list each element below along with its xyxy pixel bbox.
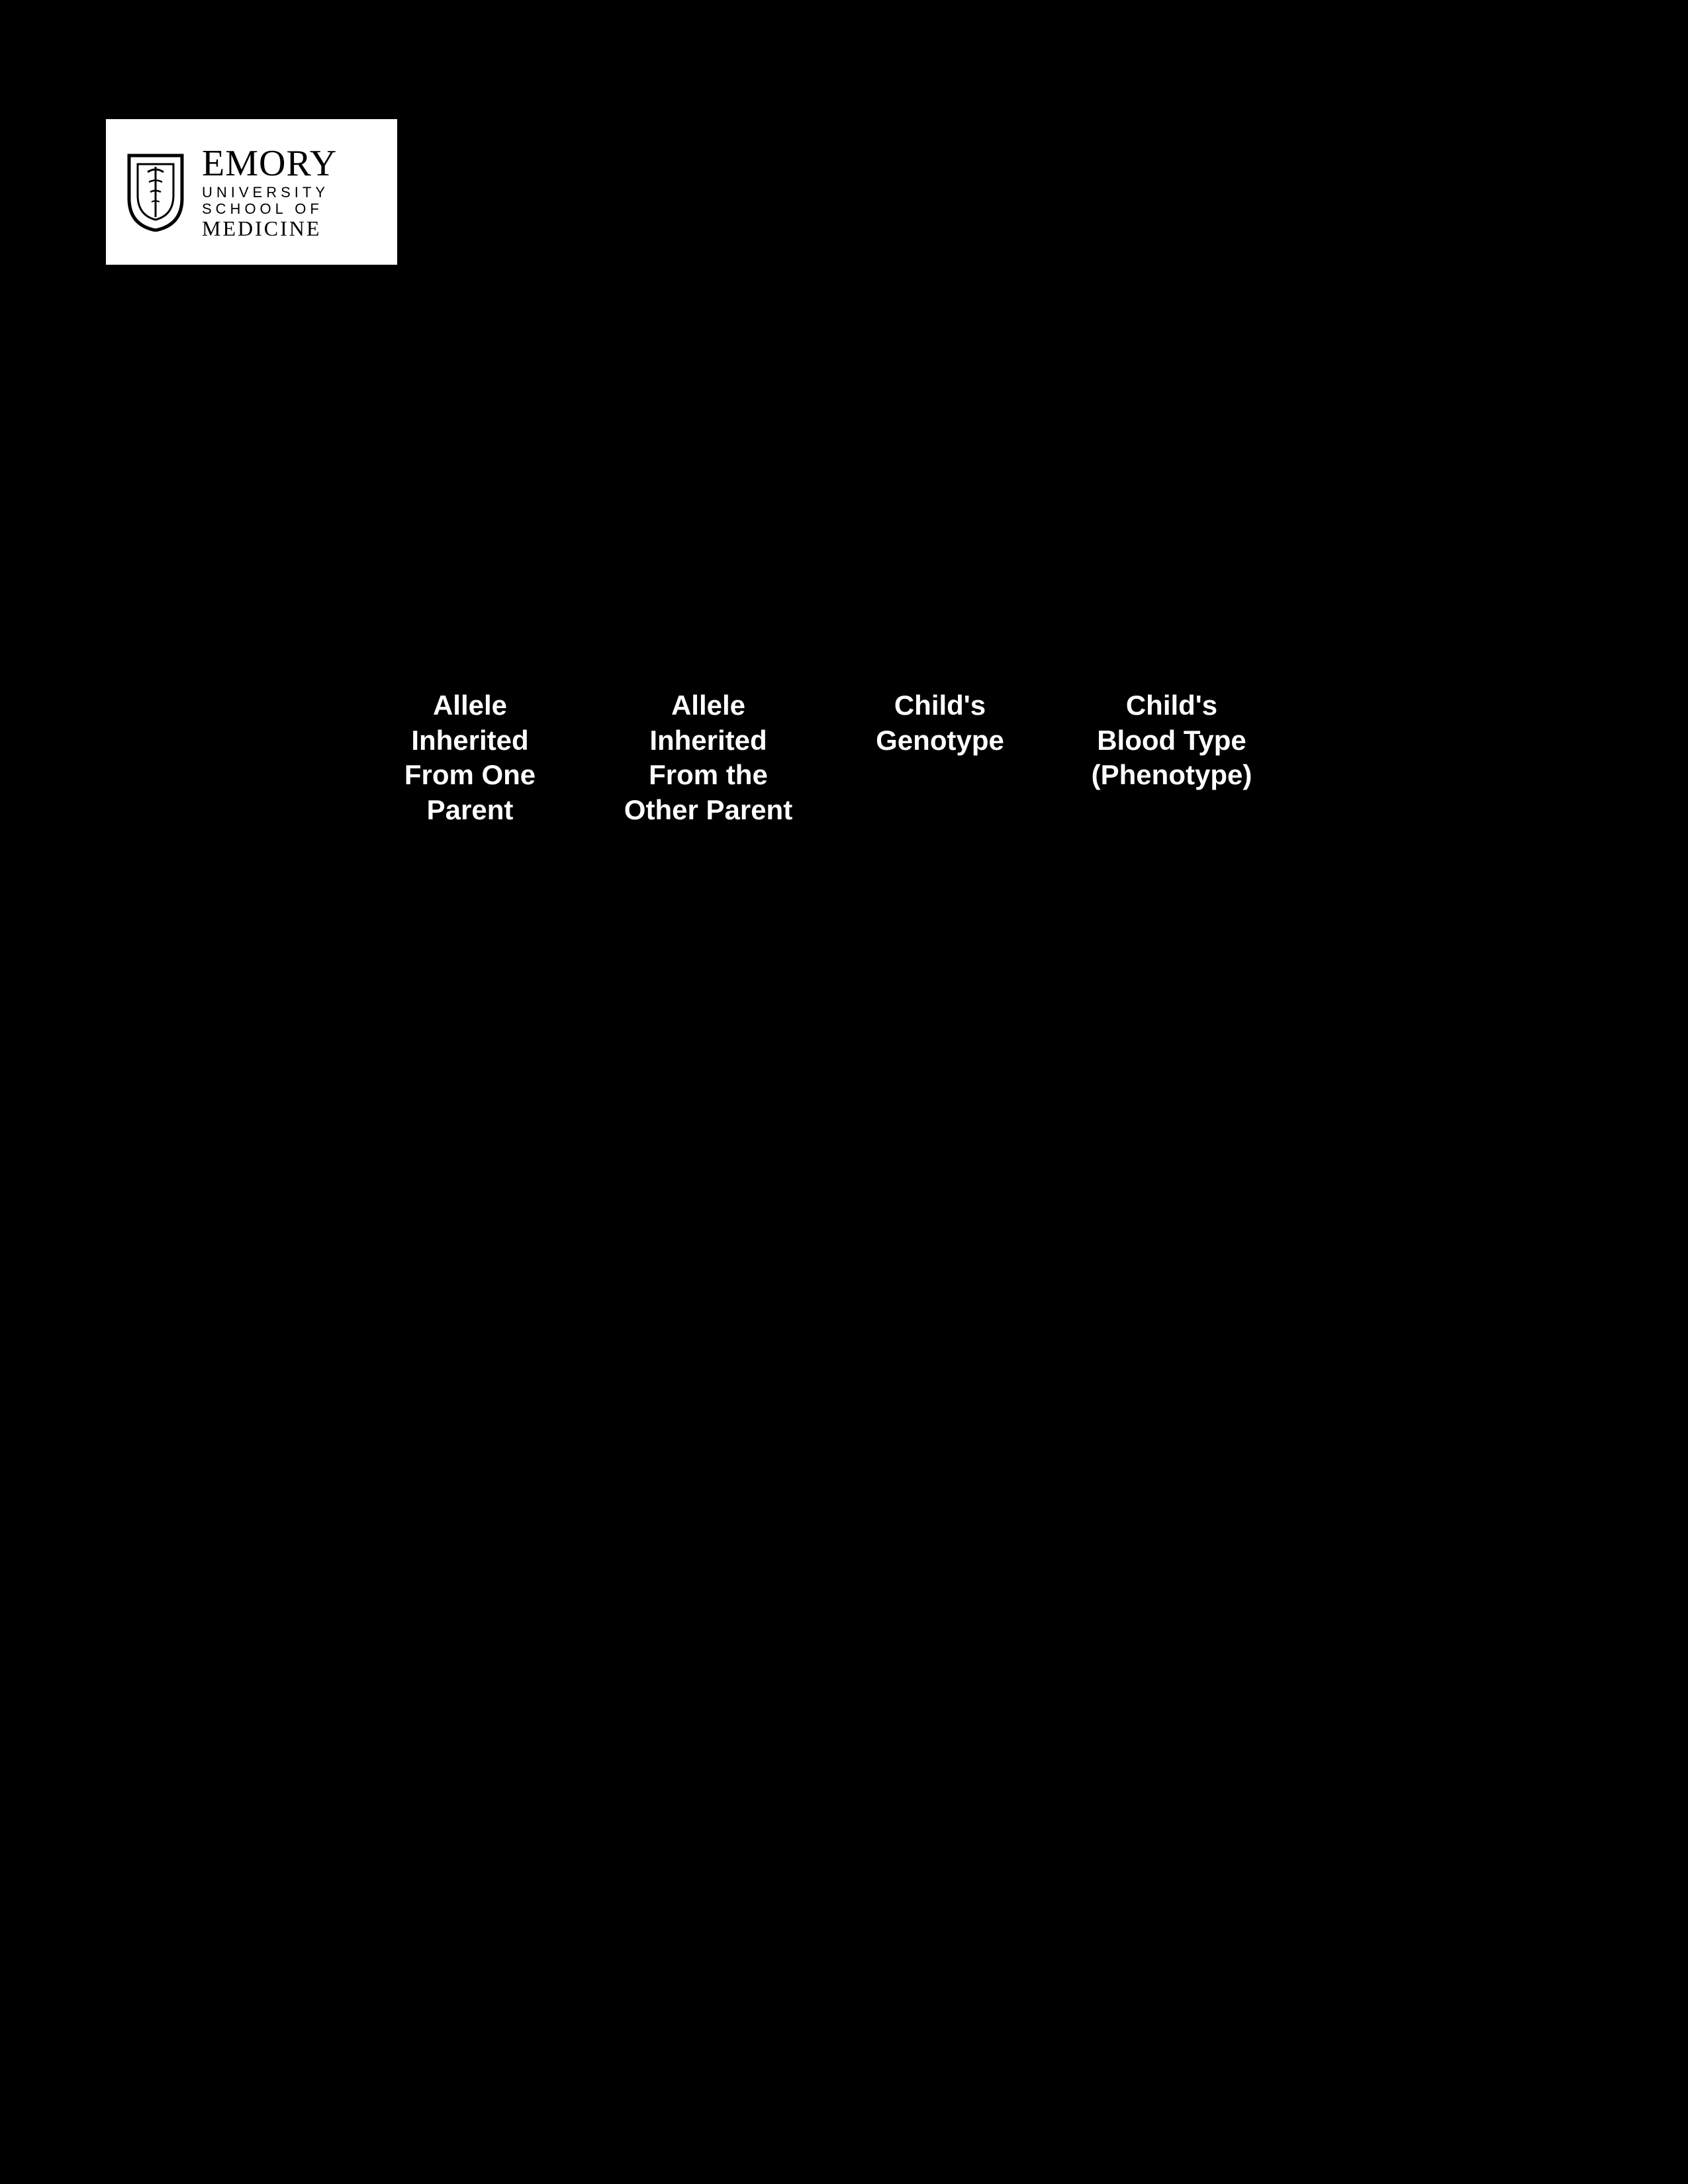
table-header-row: Allele Inherited From One Parent Allele … [351,688,1291,827]
header-col-4: Child's Blood Type (Phenotype) [1053,688,1291,827]
logo-line-4: MEDICINE [202,218,337,240]
logo-box: EMORY UNIVERSITY SCHOOL OF MEDICINE [106,119,397,265]
header-col-2: Allele Inherited From the Other Parent [589,688,827,827]
logo-text: EMORY UNIVERSITY SCHOOL OF MEDICINE [202,144,337,240]
header-col-1: Allele Inherited From One Parent [351,688,589,827]
header-col-3: Child's Genotype [827,688,1053,827]
logo-line-3: SCHOOL OF [202,201,337,216]
logo-line-1: EMORY [202,144,337,183]
shield-icon [126,152,185,232]
logo-line-2: UNIVERSITY [202,185,337,200]
